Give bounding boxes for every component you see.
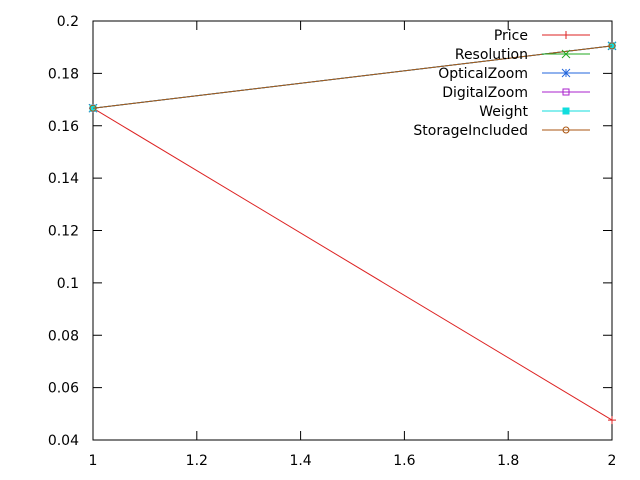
legend-label: Price [494, 28, 528, 44]
legend-swatch-marker [561, 49, 571, 59]
y-tick-label: 0.06 [48, 381, 79, 397]
legend-label: Weight [479, 104, 528, 120]
data-point-storageincluded [89, 104, 97, 112]
x-tick-label: 1.8 [497, 453, 519, 469]
legend-label: OpticalZoom [438, 66, 528, 82]
y-tick-label: 0.08 [48, 328, 79, 344]
x-tick-label: 2 [608, 453, 617, 469]
y-tick-label: 0.18 [48, 66, 79, 82]
legend-swatch-marker [561, 68, 571, 78]
y-tick-label: 0.16 [48, 119, 79, 135]
plot-frame [92, 20, 613, 441]
y-tick-label: 0.1 [57, 276, 79, 292]
legend-label: StorageIncluded [413, 123, 528, 139]
x-tick-label: 1.2 [186, 453, 208, 469]
series-line-price [92, 107, 613, 421]
series-lines [88, 41, 617, 425]
legend-swatch-marker [562, 31, 570, 39]
legend: Price Resolution OpticalZoom DigitalZoom Wei… [413, 28, 590, 139]
y-tick-label: 0.12 [48, 224, 79, 240]
legend-label: DigitalZoom [442, 85, 528, 101]
legend-label: Resolution [455, 47, 528, 63]
y-tick-label: 0.14 [48, 171, 79, 187]
series-line-storageincluded [92, 45, 613, 109]
axis-ticks: 1 1.2 1.4 1.6 1.8 2 0.04 0.06 0.08 0.1 0.12 0.14 0.1… [48, 14, 617, 469]
legend-swatch-marker [562, 126, 570, 134]
legend-swatch-marker [562, 88, 570, 96]
x-tick-label: 1 [89, 453, 98, 469]
x-tick-label: 1.6 [393, 453, 415, 469]
y-tick-label: 0.2 [57, 14, 79, 30]
data-point-storageincluded [608, 42, 616, 50]
legend-swatch-marker [562, 107, 570, 115]
data-point-price [608, 416, 616, 425]
x-tick-label: 1.4 [289, 453, 311, 469]
y-tick-label: 0.04 [48, 433, 79, 449]
